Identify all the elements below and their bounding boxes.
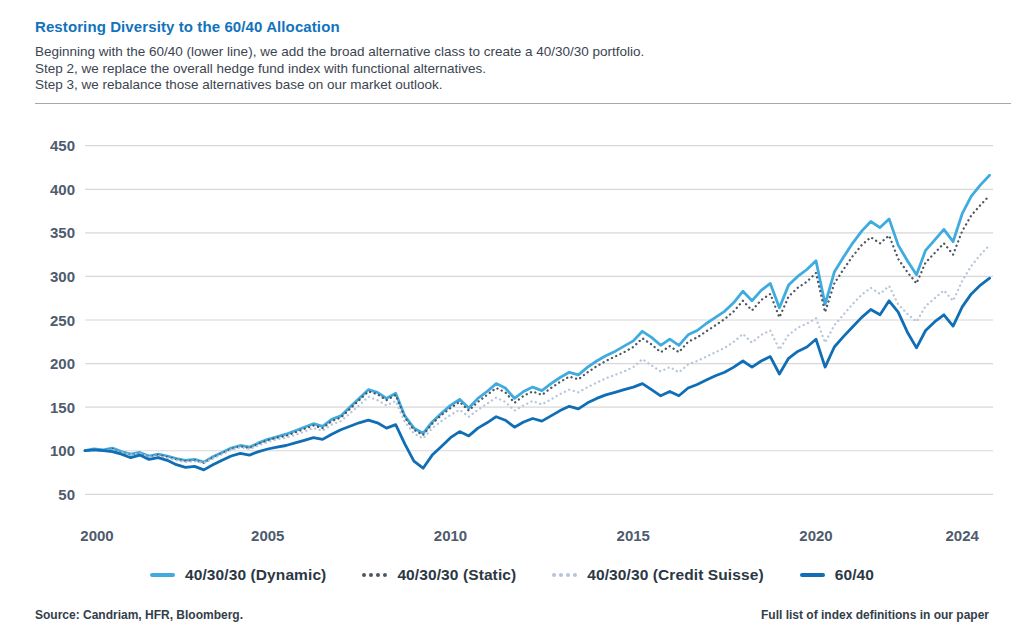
x-axis-label-2024: 2024: [946, 527, 980, 544]
series-line-40-30-30-dynamic: [85, 175, 990, 462]
legend-item-60-40: 60/40: [800, 566, 874, 584]
y-axis-label-250: 250: [50, 312, 75, 329]
chart-header: Restoring Diversity to the 60/40 Allocat…: [35, 18, 994, 94]
legend-swatch-static-dotted-icon: [362, 573, 387, 577]
source-note: Source: Candriam, HFR, Bloomberg.: [35, 608, 243, 622]
legend-swatch-credit-suisse-dotted-icon: [552, 573, 577, 577]
page-title: Restoring Diversity to the 60/40 Allocat…: [35, 18, 994, 35]
legend-label-dynamic: 40/30/30 (Dynamic): [185, 566, 326, 584]
legend-item-40-30-30-credit-suisse: 40/30/30 (Credit Suisse): [552, 566, 763, 584]
legend-label-60-40: 60/40: [835, 566, 874, 584]
chart-footer: Source: Candriam, HFR, Bloomberg. Full l…: [35, 608, 989, 622]
description-line-2: Step 2, we replace the overall hedge fun…: [35, 61, 994, 78]
legend-item-40-30-30-dynamic: 40/30/30 (Dynamic): [150, 566, 326, 584]
y-axis-label-50: 50: [58, 486, 75, 503]
x-axis-label-2020: 2020: [799, 527, 832, 544]
y-axis-label-450: 450: [50, 137, 75, 154]
series-line-60-40: [85, 278, 990, 470]
report-page: Restoring Diversity to the 60/40 Allocat…: [0, 0, 1024, 628]
description-line-1: Beginning with the 60/40 (lower line), w…: [35, 44, 994, 61]
x-axis-label-2015: 2015: [617, 527, 650, 544]
chart-legend: 40/30/30 (Dynamic) 40/30/30 (Static) 40/…: [0, 566, 1024, 584]
header-divider: [35, 103, 1011, 104]
x-axis-label-2000: 2000: [80, 527, 113, 544]
legend-swatch-dynamic-line-icon: [150, 573, 175, 577]
y-axis-label-100: 100: [50, 442, 75, 459]
x-axis-label-2005: 2005: [251, 527, 284, 544]
y-axis-label-300: 300: [50, 268, 75, 285]
y-axis-label-150: 150: [50, 399, 75, 416]
definitions-note: Full list of index definitions in our pa…: [761, 608, 989, 622]
description-line-3: Step 3, we rebalance those alternatives …: [35, 77, 994, 94]
legend-label-credit-suisse: 40/30/30 (Credit Suisse): [587, 566, 763, 584]
y-axis-label-400: 400: [50, 181, 75, 198]
y-axis-label-200: 200: [50, 355, 75, 372]
y-axis-label-350: 350: [50, 224, 75, 241]
legend-swatch-60-40-line-icon: [800, 573, 825, 577]
series-line-40-30-30-static: [85, 195, 990, 463]
x-axis-label-2010: 2010: [434, 527, 467, 544]
legend-item-40-30-30-static: 40/30/30 (Static): [362, 566, 516, 584]
series-line-40-30-30-credit-suisse: [85, 245, 990, 463]
legend-label-static: 40/30/30 (Static): [397, 566, 516, 584]
